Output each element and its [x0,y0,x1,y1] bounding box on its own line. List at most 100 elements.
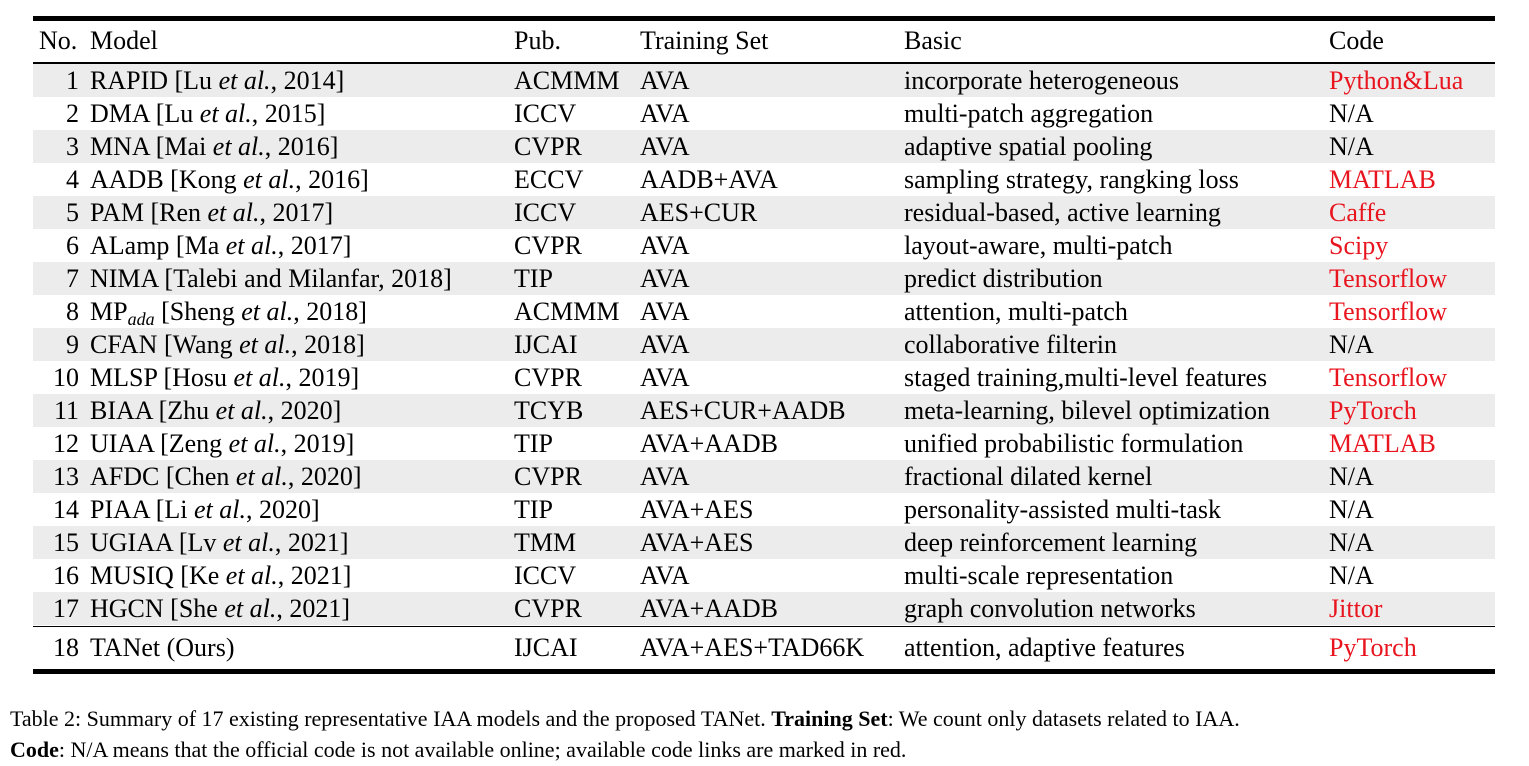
citation-etal: et al. [233,363,286,392]
table-header-rule [33,62,1495,64]
model-name: DMA [90,99,150,128]
citation-author: [Ma [175,231,226,260]
model-name: MUSIQ [90,561,174,590]
row-pub: CVPR [514,594,582,623]
model-name: MP [90,297,128,326]
row-no: 1 [66,66,79,95]
table-row: 7 NIMA [Talebi and Milanfar, 2018] TIP AVA p… [33,262,1495,295]
row-pub: TIP [514,495,553,524]
row-no: 17 [53,594,79,623]
model-name: CFAN [90,330,158,359]
citation-author: [Li [155,495,195,524]
table-row: 9 CFAN [Wang et al., 2018] IJCAI AVA collabo… [33,328,1495,361]
citation-etal: et al. [199,99,252,128]
model-name: AFDC [90,462,160,491]
row-no: 10 [53,363,79,392]
row-pub: TMM [514,528,577,557]
row-training-set: AADB+AVA [640,165,778,194]
row-training-set: AVA [640,66,690,95]
row-code-link[interactable]: PyTorch [1329,396,1417,425]
row-training-set: AVA+AADB [640,429,778,458]
model-name: UIAA [90,429,154,458]
row-pub: ACMMM [514,297,620,326]
row-no: 3 [66,132,79,161]
model-name: ALamp [90,231,170,260]
row-basic: residual-based, active learning [904,198,1221,227]
table-row: 10 MLSP [Hosu et al., 2019] CVPR AVA staged … [33,361,1495,394]
citation-year: , 2021] [274,528,349,557]
citation-etal: et al. [243,165,296,194]
model-name: NIMA [90,264,158,293]
row-pub: TIP [514,264,553,293]
row-basic: layout-aware, multi-patch [904,231,1173,260]
citation-year: , 2018] [293,297,367,326]
row-no: 7 [66,264,79,293]
table-header-row: No. Model Pub. Training Set Basic Code [33,19,1495,63]
row-basic: incorporate heterogeneous [904,66,1180,95]
row-code-link[interactable]: MATLAB [1329,165,1436,194]
row-no: 6 [66,231,79,260]
row-code-link[interactable]: Jittor [1329,594,1383,623]
model-name: BIAA [90,396,153,425]
citation-author: [Kong [170,165,244,194]
row-pub: TCYB [514,396,584,425]
citation-etal: et al. [194,495,247,524]
row-code: N/A [1329,495,1374,524]
table-row: 1 RAPID [Lu et al., 2014] ACMMM AVA incorpor… [33,64,1495,97]
row-pub: ACMMM [514,66,620,95]
row-training-set: AVA [640,462,690,491]
citation-author: [Chen [165,462,236,491]
table-row: 14 PIAA [Li et al., 2020] TIP AVA+AES person… [33,493,1495,526]
row-model: PAM [Ren et al., 2017] [90,196,333,229]
row-code-link[interactable]: MATLAB [1329,429,1436,458]
row-code-link[interactable]: Tensorflow [1329,264,1448,293]
row-code: N/A [1329,528,1374,557]
row-code-link[interactable]: Caffe [1329,198,1387,227]
table-row: 16 MUSIQ [Ke et al., 2021] ICCV AVA multi-sc… [33,559,1495,592]
row-pub: IJCAI [514,633,578,662]
row-code-link[interactable]: PyTorch [1329,633,1417,662]
citation-author: [Ren [150,198,208,227]
row-code-link[interactable]: Tensorflow [1329,363,1448,392]
row-code: N/A [1329,99,1374,128]
citation-etal: et al. [235,462,288,491]
table-row: 12 UIAA [Zeng et al., 2019] TIP AVA+AADB uni… [33,427,1495,460]
row-code-link[interactable]: Scipy [1329,231,1389,260]
row-code-link[interactable]: Python&Lua [1329,66,1464,95]
citation-etal: et al. [222,528,275,557]
citation-etal: et al. [225,561,278,590]
row-training-set: AVA [640,330,690,359]
citation-year: , 2020] [287,462,362,491]
caption-text: Table 2: Summary of 17 existing represen… [10,706,772,731]
row-model: ALamp [Ma et al., 2017] [90,229,351,262]
citation-year: , 2020] [267,396,342,425]
table-caption: Table 2: Summary of 17 existing represen… [10,703,1520,765]
row-pub: ICCV [514,198,577,227]
table-row: 13 AFDC [Chen et al., 2020] CVPR AVA fractio… [33,460,1495,493]
row-basic: graph convolution networks [904,594,1196,623]
row-code-link[interactable]: Tensorflow [1329,297,1448,326]
row-basic: personality-assisted multi-task [904,495,1222,524]
row-basic: staged training,multi-level features [904,363,1268,392]
row-model: RAPID [Lu et al., 2014] [90,64,344,97]
table-row: 15 UGIAA [Lv et al., 2021] TMM AVA+AES deep … [33,526,1495,559]
row-model: MLSP [Hosu et al., 2019] [90,361,359,394]
row-code: N/A [1329,561,1374,590]
row-model: BIAA [Zhu et al., 2020] [90,394,341,427]
citation-year: , 2017] [259,198,334,227]
citation-year: , 2017] [277,231,352,260]
citation-author: [Talebi and Milanfar, 2018] [164,264,452,293]
citation-year: , 2020] [246,495,320,524]
row-training-set: AVA+AES+TAD66K [640,633,865,662]
citation-year: , 2021] [276,594,351,623]
table-row: 8 MPada [Sheng et al., 2018] ACMMM AVA atten… [33,295,1495,328]
row-basic: attention, multi-patch [904,297,1128,326]
row-training-set: AVA+AES [640,528,754,557]
row-no: 8 [66,297,79,326]
row-pub: IJCAI [514,330,578,359]
citation-author: [Mai [155,132,213,161]
citation-author: [Wang [163,330,240,359]
caption-line-1: Table 2: Summary of 17 existing represen… [10,703,1520,734]
table-row: 4 AADB [Kong et al., 2016] ECCV AADB+AVA sam… [33,163,1495,196]
citation-author: [Zhu [158,396,216,425]
